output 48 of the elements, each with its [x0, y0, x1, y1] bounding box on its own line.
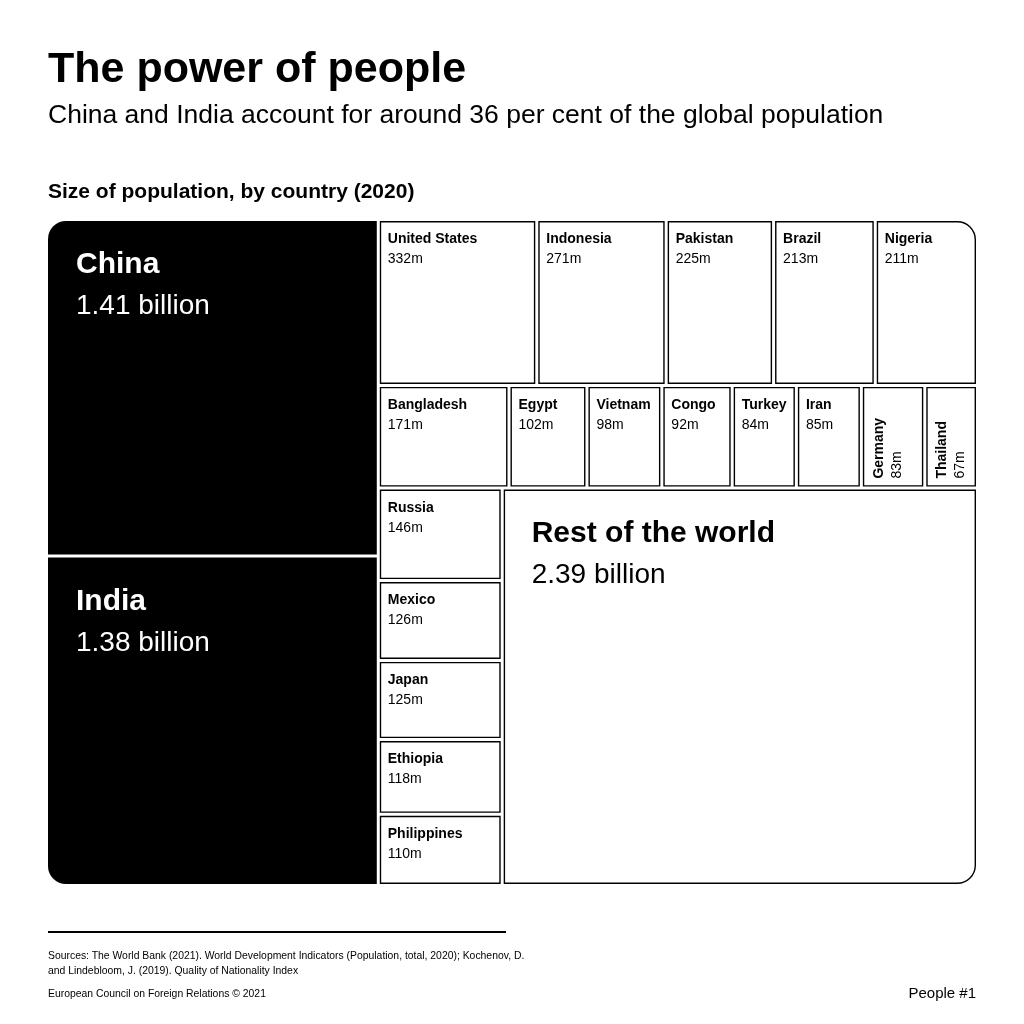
category-label: Japan [387, 670, 429, 687]
data-label: 125m [387, 690, 423, 707]
data-label: 171m [387, 415, 423, 432]
data-label: 102m [518, 415, 554, 432]
category-label: Germany [869, 417, 886, 479]
category-label: Egypt [518, 395, 558, 412]
category-label: Brazil [783, 230, 822, 246]
data-label: 126m [387, 611, 423, 628]
data-label: 85m [805, 415, 834, 432]
category-label: Congo [671, 395, 716, 412]
data-label: 98m [596, 415, 624, 432]
data-label: 211m [884, 250, 919, 266]
category-label: Vietnam [596, 395, 651, 412]
text: European Council on Foreign Relations © 2021 [48, 988, 266, 1000]
category-label: Indonesia [546, 230, 612, 246]
data-label: 83m [887, 451, 904, 479]
data-label: 1.38 billion [76, 625, 210, 657]
data-label: 92m [671, 415, 699, 432]
data-label: 271m [546, 250, 582, 266]
text: The power of people [48, 43, 467, 91]
data-label: 84m [741, 415, 769, 432]
category-label: Rest of the world [531, 514, 776, 548]
data-label: 332m [387, 250, 423, 266]
data-label: 67m [951, 451, 968, 479]
data-label: 2.39 billion [531, 557, 666, 589]
source-note: Sources: The World Bank (2021). World Development Indicators (Population, total, 2020); Kochenov, D. and Lindebloom, J. (2019). Quality of Nationality Index [48, 949, 526, 978]
data-label: 118m [387, 770, 422, 787]
category-label: Pakistan [675, 230, 734, 246]
category-label: India [76, 582, 147, 616]
data-label: 146m [387, 518, 423, 535]
category-label: Turkey [741, 395, 787, 412]
text: People #1 [908, 984, 976, 1001]
category-label: Philippines [387, 824, 463, 841]
text: China and India account for around 36 per cent of the global population [48, 99, 884, 129]
category-label: Mexico [387, 591, 436, 608]
category-label: United States [387, 230, 478, 246]
category-label: Thailand [933, 421, 950, 479]
category-label: Bangladesh [387, 395, 468, 412]
data-label: 213m [783, 250, 819, 266]
category-label: Russia [387, 498, 434, 515]
category-label: China [76, 246, 160, 279]
category-label: Iran [805, 395, 832, 412]
category-label: Ethiopia [387, 750, 444, 767]
category-label: Nigeria [884, 230, 933, 246]
data-label: 225m [675, 250, 711, 266]
data-label: 1.41 billion [76, 289, 210, 320]
text: Size of population, by country (2020) [48, 179, 415, 202]
data-label: 110m [387, 844, 422, 861]
